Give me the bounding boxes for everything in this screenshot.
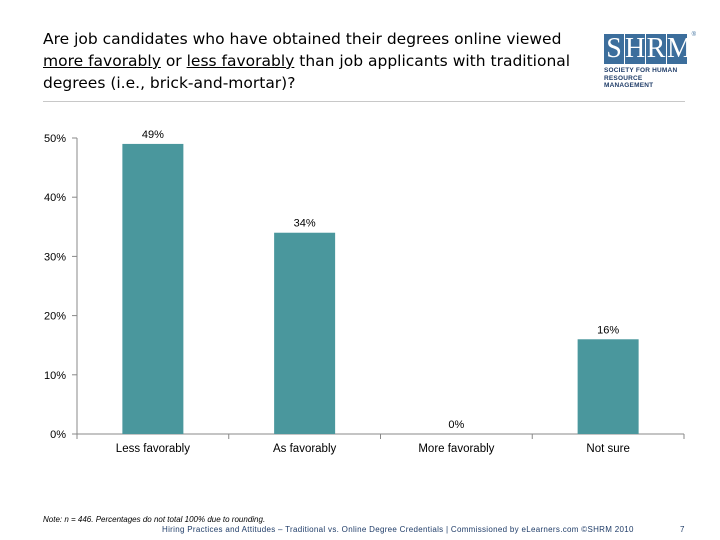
title-underline-more-favorably: more favorably — [43, 52, 161, 70]
chart-title: Are job candidates who have obtained the… — [43, 28, 583, 94]
category-label: Less favorably — [116, 443, 190, 455]
shrm-logo-mark: S H R M — [604, 34, 692, 64]
y-tick-label: 30% — [44, 251, 66, 263]
y-tick-label: 40% — [44, 192, 66, 204]
footer-credit: Hiring Practices and Attitudes – Traditi… — [162, 525, 634, 534]
logo-letter-s: S — [604, 34, 624, 64]
logo-letter-r: R — [646, 33, 666, 64]
y-tick-label: 20% — [44, 311, 66, 323]
title-underline-less-favorably: less favorably — [186, 52, 295, 70]
data-label: 16% — [597, 324, 619, 336]
y-tick-label: 10% — [44, 370, 66, 382]
data-label: 0% — [448, 419, 464, 431]
page-number: 7 — [680, 525, 685, 534]
data-label: 49% — [142, 129, 164, 141]
logo-registered-mark: ® — [691, 32, 696, 38]
data-label: 34% — [294, 218, 316, 230]
category-label: More favorably — [418, 443, 494, 455]
y-tick-label: 0% — [50, 429, 66, 441]
bar — [122, 143, 184, 435]
y-tick-label: 50% — [44, 133, 66, 145]
bar — [577, 339, 639, 434]
logo-letter-h: H — [625, 33, 646, 64]
footnote: Note: n = 446. Percentages do not total … — [43, 515, 266, 524]
logo-line1: SOCIETY FOR HUMAN — [604, 67, 678, 74]
title-part2: than job applicants with traditional deg… — [43, 52, 571, 92]
category-label: Not sure — [586, 443, 629, 455]
title-part1: Are job candidates who have obtained the… — [43, 30, 562, 48]
bar — [274, 232, 336, 434]
title-mid: or — [160, 52, 187, 70]
shrm-logo: S H R M ® SOCIETY FOR HUMAN RESOURCE MAN… — [604, 32, 696, 90]
header-divider — [43, 101, 685, 102]
logo-subtitle: SOCIETY FOR HUMAN RESOURCE MANAGEMENT — [604, 67, 692, 90]
logo-line2: RESOURCE MANAGEMENT — [604, 74, 654, 90]
category-label: As favorably — [273, 443, 337, 455]
